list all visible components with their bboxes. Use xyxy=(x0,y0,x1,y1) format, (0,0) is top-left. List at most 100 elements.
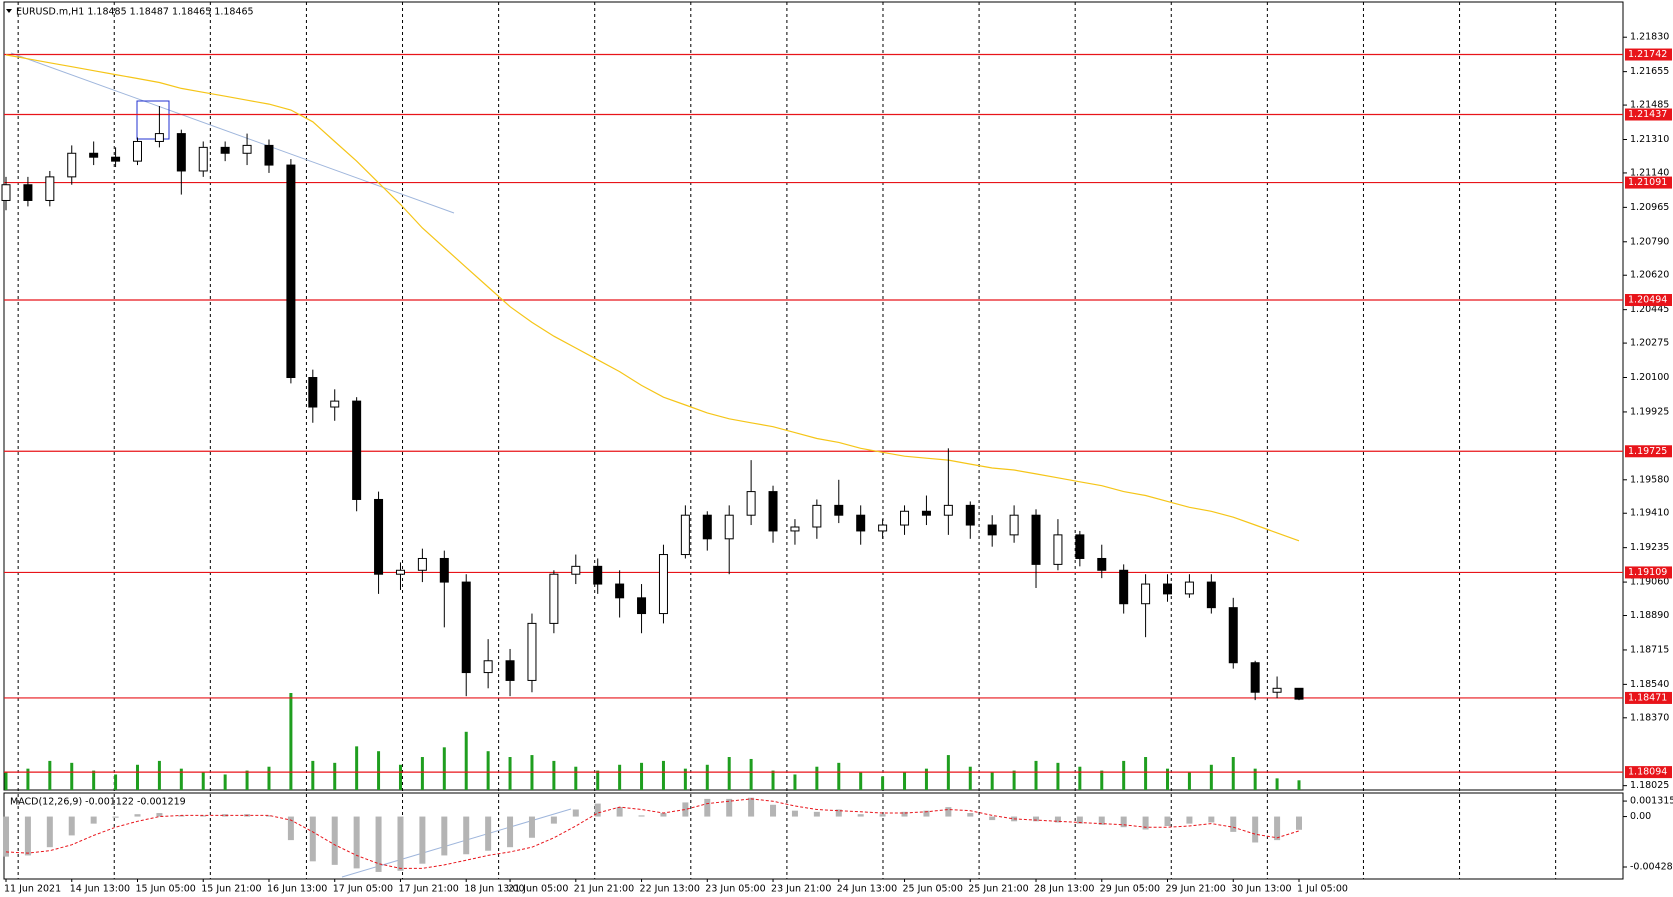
macd-bar xyxy=(3,816,9,857)
candle-body xyxy=(264,144,274,166)
macd-y-tick-label: -0.004281 xyxy=(1630,861,1673,872)
x-tick-label: 18 Jun 13:00 xyxy=(464,884,524,895)
candle-body xyxy=(417,557,427,571)
level-label: 1.20494 xyxy=(1628,295,1667,306)
candle-body xyxy=(1163,583,1173,595)
level-label: 1.21091 xyxy=(1628,177,1667,188)
y-tick-label: 1.20275 xyxy=(1630,338,1669,349)
volume-bar xyxy=(1166,768,1170,790)
candle-body xyxy=(1031,514,1041,565)
candle-body xyxy=(746,491,756,516)
macd-bar xyxy=(813,811,820,817)
volume-bar xyxy=(837,762,841,790)
volume-bar xyxy=(727,757,731,790)
macd-signal xyxy=(5,798,1300,869)
level-label: 1.21437 xyxy=(1628,109,1667,120)
level-label-bg xyxy=(1625,766,1672,779)
macd-bar xyxy=(1274,816,1281,841)
volume-bar xyxy=(355,746,359,790)
macd-bar xyxy=(770,804,777,817)
volume-bar xyxy=(1056,762,1060,790)
volume-bar xyxy=(924,768,928,790)
candle-body xyxy=(198,146,208,172)
x-tick-label: 14 Jun 13:00 xyxy=(70,884,130,895)
volume-bar xyxy=(420,757,424,790)
macd-bar xyxy=(1076,816,1083,824)
volume-bar xyxy=(486,751,490,790)
candle-body xyxy=(23,184,33,201)
candle-body xyxy=(834,504,844,516)
x-tick-label: 21 Jun 21:00 xyxy=(574,884,634,895)
volume-bar xyxy=(1187,772,1191,790)
level-label-bg xyxy=(1625,445,1672,458)
price-panel-frame xyxy=(3,1,1624,791)
volume-bar xyxy=(1078,766,1082,790)
x-tick-label: 30 Jun 13:00 xyxy=(1231,884,1291,895)
volume-bar xyxy=(289,693,293,790)
x-tick-label: 23 Jun 05:00 xyxy=(705,884,765,895)
macd-bar xyxy=(1054,816,1061,823)
level-label-bg xyxy=(1625,691,1672,704)
macd-bar xyxy=(375,816,382,872)
y-tick-label: 1.21830 xyxy=(1630,32,1669,43)
y-tick-label: 1.21485 xyxy=(1630,100,1669,111)
highlight-box xyxy=(136,100,170,140)
candle-body xyxy=(943,504,953,516)
volume-bar xyxy=(618,764,622,790)
x-tick-label: 23 Jun 21:00 xyxy=(771,884,831,895)
candle-body xyxy=(527,622,537,681)
candle-body xyxy=(724,514,734,540)
volume-bar xyxy=(793,774,797,790)
candle-body xyxy=(330,400,340,408)
volume-bar xyxy=(1253,768,1257,790)
candle-body xyxy=(395,569,405,575)
trendline xyxy=(10,52,455,214)
candle-body xyxy=(680,514,690,556)
volume-bar xyxy=(48,760,52,790)
macd-bar xyxy=(331,816,338,865)
macd-bar xyxy=(1164,816,1171,826)
candle-body xyxy=(1206,581,1216,609)
y-tick-label: 1.18890 xyxy=(1630,610,1669,621)
x-tick-label: 17 Jun 05:00 xyxy=(333,884,393,895)
volume-bar xyxy=(968,766,972,790)
volume-bar xyxy=(201,772,205,790)
y-tick-label: 1.18370 xyxy=(1630,712,1669,723)
candle-body xyxy=(1272,687,1282,693)
candle-body xyxy=(154,133,164,142)
macd-bar xyxy=(1142,816,1149,830)
chart-title: EURUSD.m,H1 1.18485 1.18487 1.18465 1.18… xyxy=(16,7,254,18)
macd-bar xyxy=(419,816,426,864)
level-label: 1.19109 xyxy=(1628,567,1667,578)
volume-bar xyxy=(1034,760,1038,790)
macd-bar xyxy=(923,810,930,817)
x-tick-label: 11 Jun 2021 xyxy=(4,884,61,895)
volume-bar xyxy=(771,770,775,790)
candle-body xyxy=(1009,514,1019,536)
macd-bar xyxy=(46,816,53,848)
macd-bar xyxy=(791,810,798,817)
volume-bar xyxy=(705,764,709,790)
macd-bar xyxy=(1252,816,1259,843)
macd-bar xyxy=(945,807,952,817)
candle-body xyxy=(1075,534,1085,559)
macd-bar xyxy=(1186,816,1193,824)
candle-body xyxy=(1184,581,1194,595)
volume-bar xyxy=(1209,764,1213,790)
candle-body xyxy=(308,377,318,408)
macd-bar xyxy=(222,814,229,817)
macd-bar xyxy=(835,809,842,817)
candle-body xyxy=(965,504,975,526)
y-tick-label: 1.20790 xyxy=(1630,236,1669,247)
x-tick-label: 16 Jun 13:00 xyxy=(267,884,327,895)
volume-bar xyxy=(333,762,337,790)
x-tick-label: 17 Jun 21:00 xyxy=(398,884,458,895)
volume-bar xyxy=(815,766,819,790)
volume-bar xyxy=(135,764,139,790)
macd-bar xyxy=(989,816,996,821)
y-tick-label: 1.20100 xyxy=(1630,372,1669,383)
macd-bar xyxy=(90,816,97,824)
volume-bar xyxy=(749,758,753,790)
volume-bar xyxy=(508,757,512,790)
